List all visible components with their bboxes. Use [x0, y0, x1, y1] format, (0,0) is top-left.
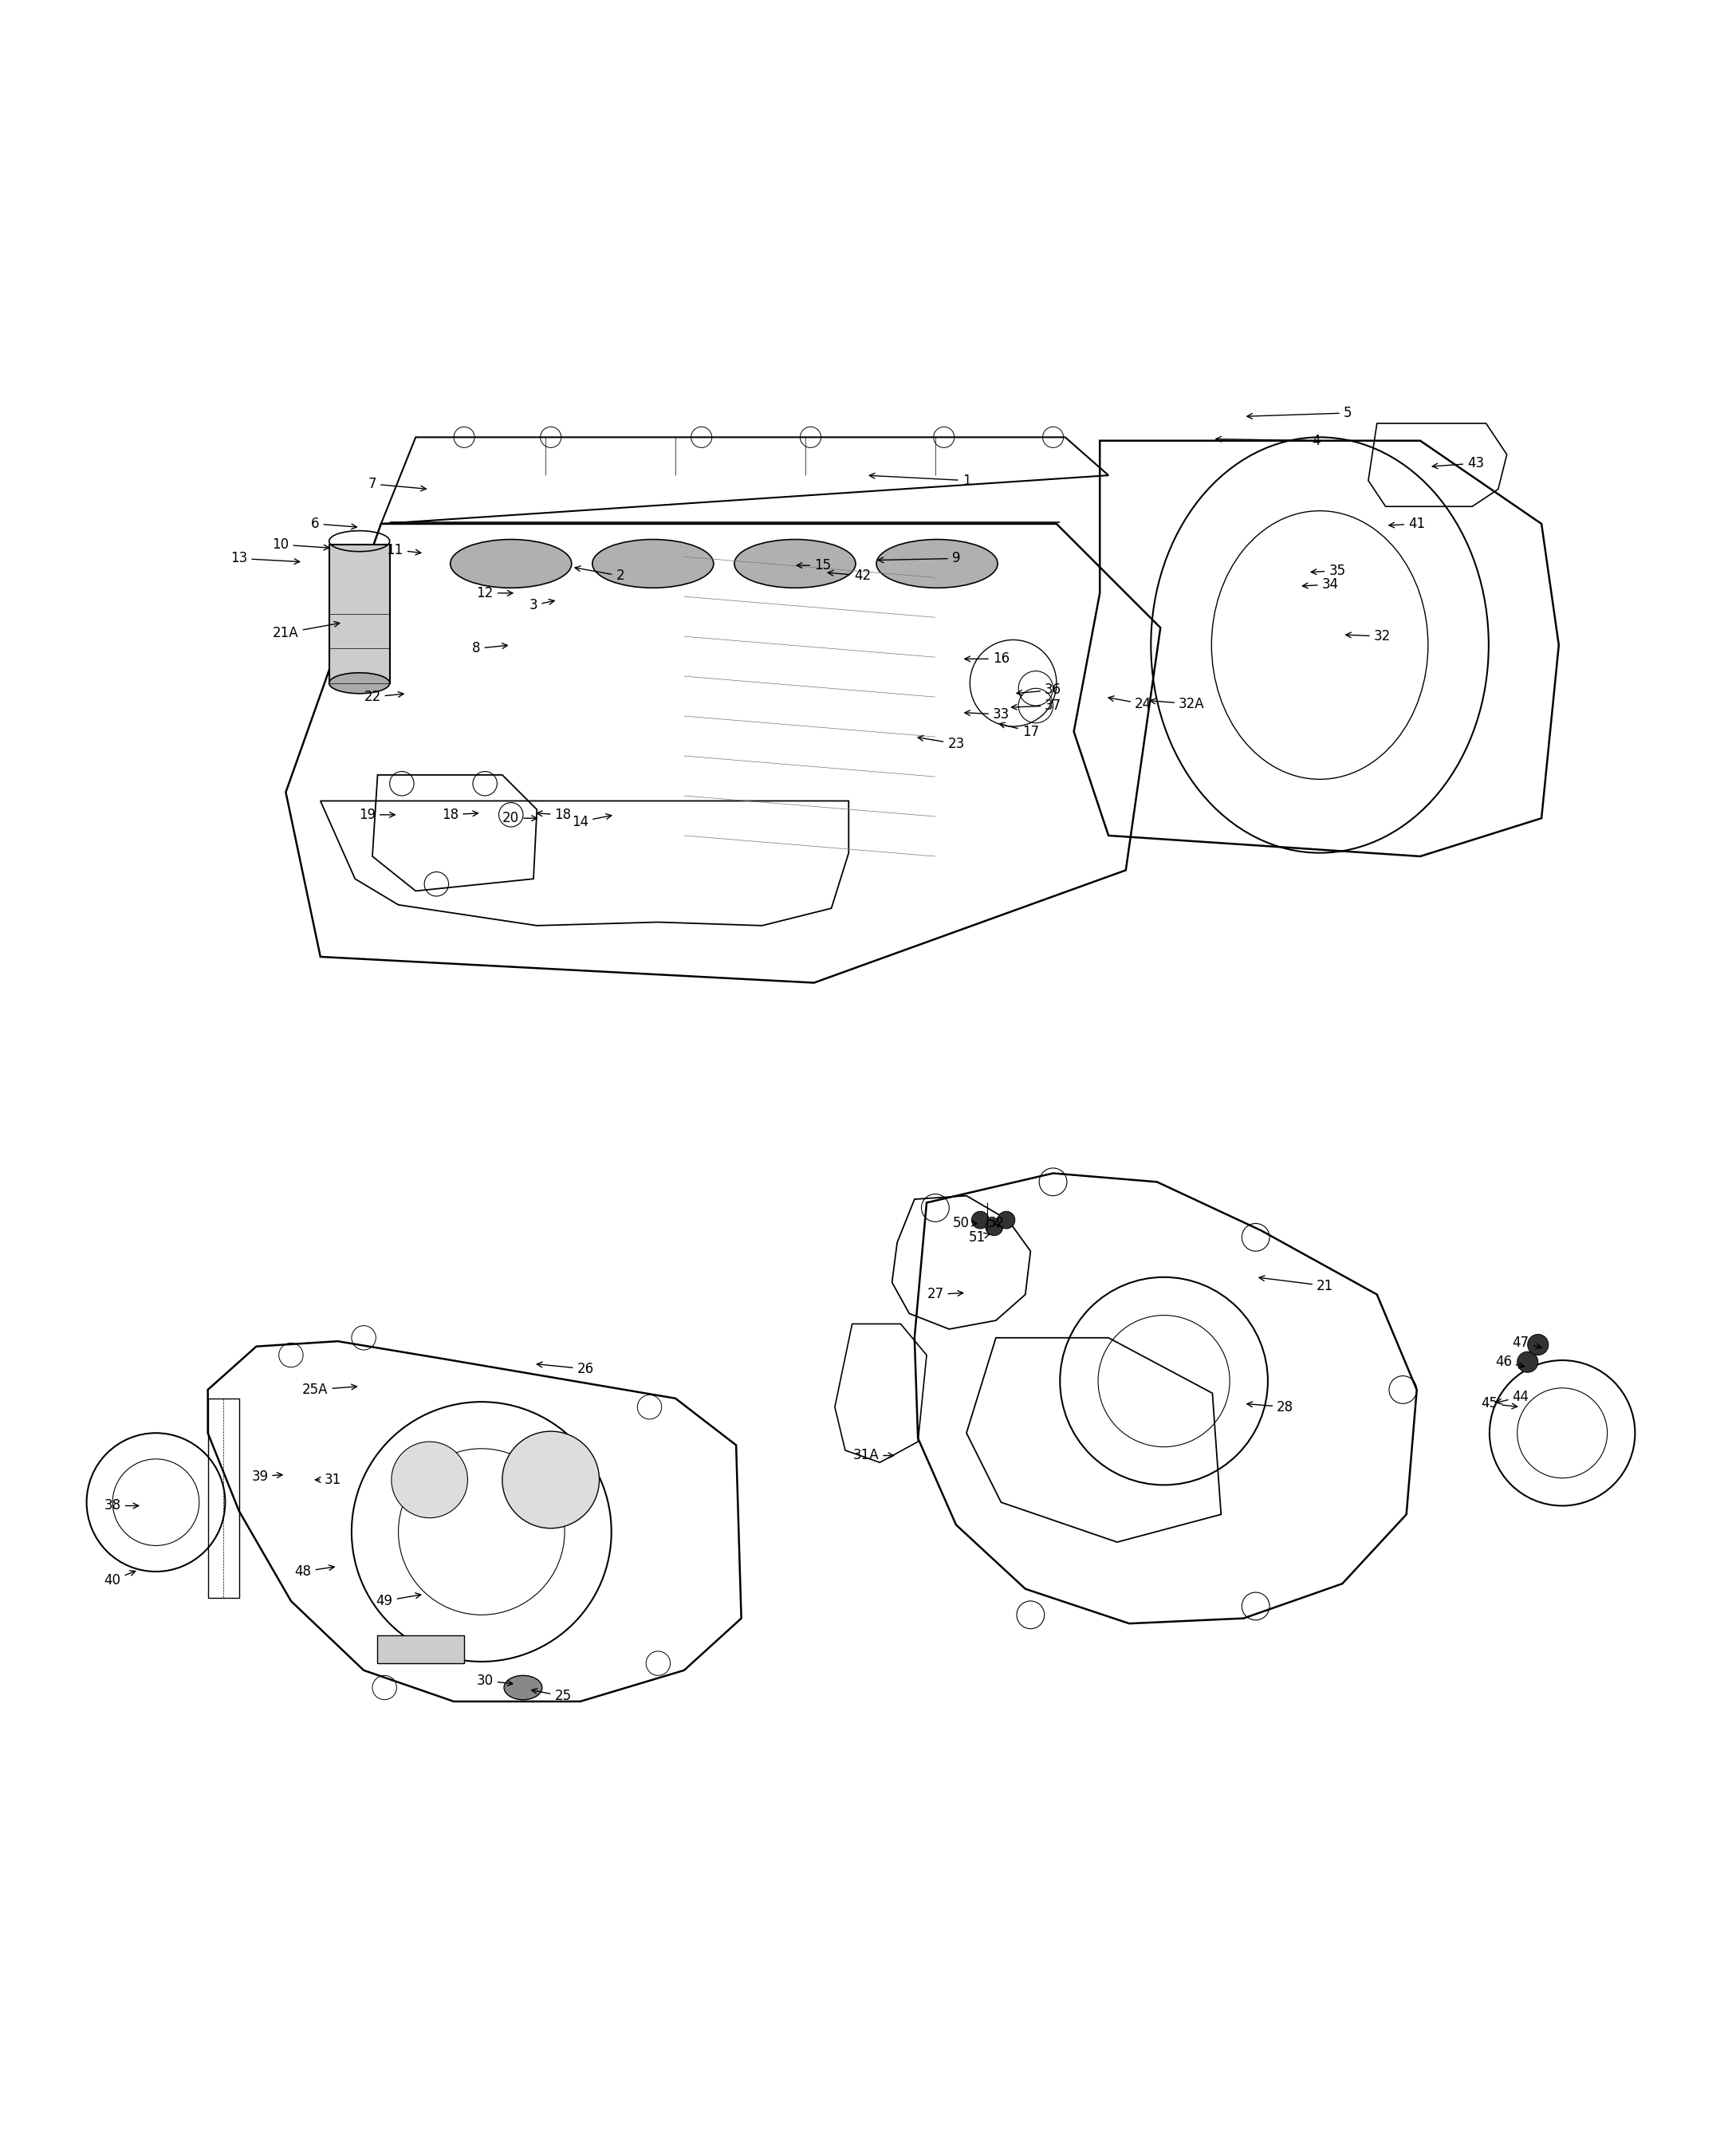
Ellipse shape — [504, 1675, 542, 1699]
Text: 3: 3 — [530, 597, 554, 612]
Text: 10: 10 — [272, 537, 329, 552]
Text: 51: 51 — [968, 1231, 991, 1244]
Text: 45: 45 — [1481, 1397, 1517, 1410]
Text: 40: 40 — [104, 1570, 135, 1587]
Text: 37: 37 — [1011, 699, 1062, 714]
Text: 18: 18 — [442, 808, 478, 821]
Text: 21A: 21A — [272, 621, 339, 640]
Text: 4: 4 — [1216, 433, 1320, 448]
Ellipse shape — [734, 539, 856, 589]
Text: 31: 31 — [315, 1473, 341, 1488]
Text: 6: 6 — [312, 517, 357, 530]
Text: 13: 13 — [230, 552, 300, 565]
Text: 26: 26 — [537, 1363, 594, 1376]
Text: 2: 2 — [575, 567, 624, 582]
Text: 42: 42 — [828, 569, 871, 582]
Text: 41: 41 — [1389, 517, 1425, 530]
Text: 32: 32 — [1346, 630, 1391, 642]
Text: 14: 14 — [572, 813, 611, 828]
Text: 9: 9 — [878, 552, 960, 565]
Text: 30: 30 — [476, 1673, 513, 1688]
Circle shape — [1528, 1335, 1548, 1356]
Text: 5: 5 — [1247, 405, 1351, 420]
Text: 50: 50 — [953, 1216, 977, 1231]
Circle shape — [502, 1432, 599, 1529]
Ellipse shape — [592, 539, 714, 589]
Text: 7: 7 — [369, 476, 426, 492]
Text: 18: 18 — [537, 808, 572, 821]
Text: 8: 8 — [473, 640, 507, 655]
Text: 1: 1 — [869, 472, 970, 487]
Circle shape — [1517, 1352, 1538, 1373]
Polygon shape — [329, 545, 390, 683]
Text: 19: 19 — [359, 808, 395, 821]
Circle shape — [986, 1218, 1003, 1235]
Text: 48: 48 — [294, 1565, 334, 1578]
Circle shape — [972, 1212, 989, 1229]
Text: 25: 25 — [532, 1688, 572, 1703]
Text: 23: 23 — [918, 735, 965, 750]
Text: 32A: 32A — [1150, 696, 1205, 711]
Text: 25A: 25A — [303, 1382, 357, 1397]
Circle shape — [391, 1442, 468, 1518]
Text: 11: 11 — [386, 543, 421, 556]
Text: 16: 16 — [965, 651, 1010, 666]
Polygon shape — [378, 1636, 464, 1664]
Text: 33: 33 — [965, 707, 1010, 722]
Text: 43: 43 — [1432, 457, 1484, 470]
Text: 21: 21 — [1259, 1276, 1334, 1294]
Text: 39: 39 — [251, 1468, 282, 1483]
Text: 36: 36 — [1017, 683, 1062, 696]
Text: 24: 24 — [1108, 696, 1152, 711]
Text: 35: 35 — [1311, 563, 1346, 578]
Text: 46: 46 — [1495, 1354, 1524, 1369]
Text: 20: 20 — [502, 811, 537, 826]
Text: 44: 44 — [1496, 1388, 1529, 1404]
Text: 47: 47 — [1512, 1337, 1541, 1350]
Text: 28: 28 — [1247, 1399, 1294, 1414]
Text: 34: 34 — [1302, 578, 1339, 591]
Text: 22: 22 — [364, 690, 404, 705]
Circle shape — [998, 1212, 1015, 1229]
Text: 27: 27 — [927, 1287, 963, 1302]
Text: 52: 52 — [987, 1216, 1005, 1231]
Text: 49: 49 — [376, 1593, 421, 1608]
Text: 38: 38 — [104, 1498, 139, 1514]
Ellipse shape — [450, 539, 572, 589]
Text: 31A: 31A — [852, 1449, 894, 1462]
Ellipse shape — [876, 539, 998, 589]
Text: 17: 17 — [999, 722, 1039, 740]
Text: 15: 15 — [797, 558, 831, 573]
Text: 12: 12 — [476, 586, 513, 599]
Ellipse shape — [329, 673, 390, 694]
